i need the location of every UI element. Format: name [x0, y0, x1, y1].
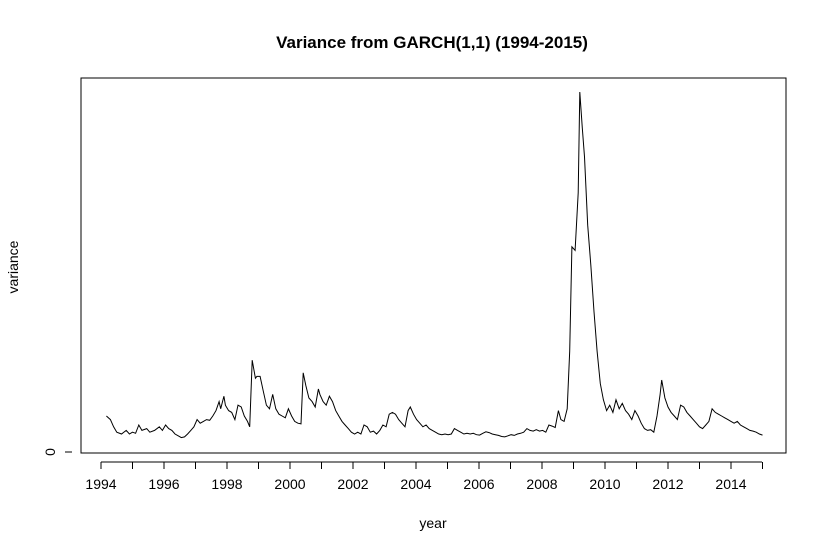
x-tick-label-1998: 1998: [211, 476, 242, 492]
x-tick-label-2008: 2008: [526, 476, 557, 492]
y-axis-label: variance: [5, 240, 21, 293]
x-axis-label: year: [419, 515, 447, 531]
x-tick-label-1994: 1994: [85, 476, 116, 492]
y-tick-label: 0: [42, 448, 58, 456]
x-tick-label-2014: 2014: [715, 476, 746, 492]
x-tick-label-1996: 1996: [148, 476, 179, 492]
variance-series-line: [106, 91, 763, 439]
x-tick-label-2012: 2012: [652, 476, 683, 492]
x-tick-label-2000: 2000: [274, 476, 305, 492]
x-tick-labels: 1994 1996 1998 2000 2002 2004 2006 2008 2010 2012…: [85, 476, 746, 492]
plot-frame: [80, 77, 787, 454]
x-tick-label-2002: 2002: [337, 476, 368, 492]
x-tick-label-2006: 2006: [463, 476, 494, 492]
x-tick-label-2010: 2010: [589, 476, 620, 492]
x-tick-label-2004: 2004: [400, 476, 431, 492]
chart-title: Variance from GARCH(1,1) (1994-2015): [276, 33, 588, 52]
x-ticks: [100, 462, 763, 469]
